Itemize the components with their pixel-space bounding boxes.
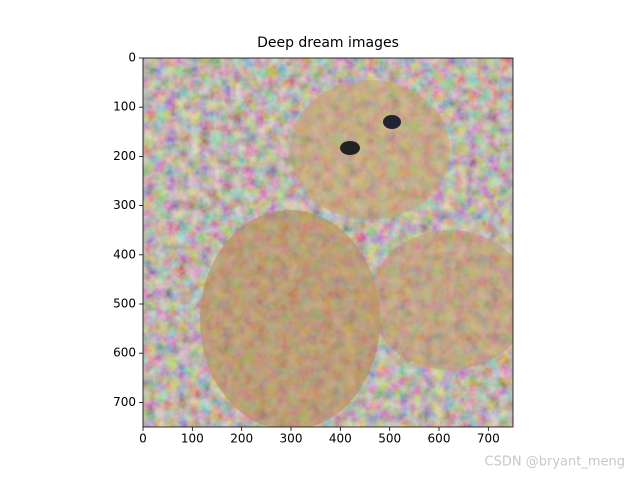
y-tick-label: 500	[113, 297, 136, 311]
x-tick-label: 400	[329, 432, 352, 446]
x-tick-label: 600	[428, 432, 451, 446]
axes-frame	[142, 57, 514, 428]
y-tick-label: 0	[128, 51, 136, 65]
y-tick-label: 600	[113, 346, 136, 360]
y-tick-label: 400	[113, 247, 136, 261]
x-tick-label: 0	[139, 432, 147, 446]
x-tick-label: 300	[280, 432, 303, 446]
x-tick-label: 700	[477, 432, 500, 446]
chart-title: Deep dream images	[257, 35, 399, 51]
y-tick-label: 100	[113, 100, 136, 114]
x-tick-label: 200	[230, 432, 253, 446]
y-tick-label: 200	[113, 149, 136, 163]
y-tick-label: 300	[113, 198, 136, 212]
x-tick-label: 100	[181, 432, 204, 446]
dream-image	[143, 58, 513, 427]
watermark: CSDN @bryant_meng	[485, 455, 625, 470]
y-tick-label: 700	[113, 395, 136, 409]
x-tick-label: 500	[378, 432, 401, 446]
